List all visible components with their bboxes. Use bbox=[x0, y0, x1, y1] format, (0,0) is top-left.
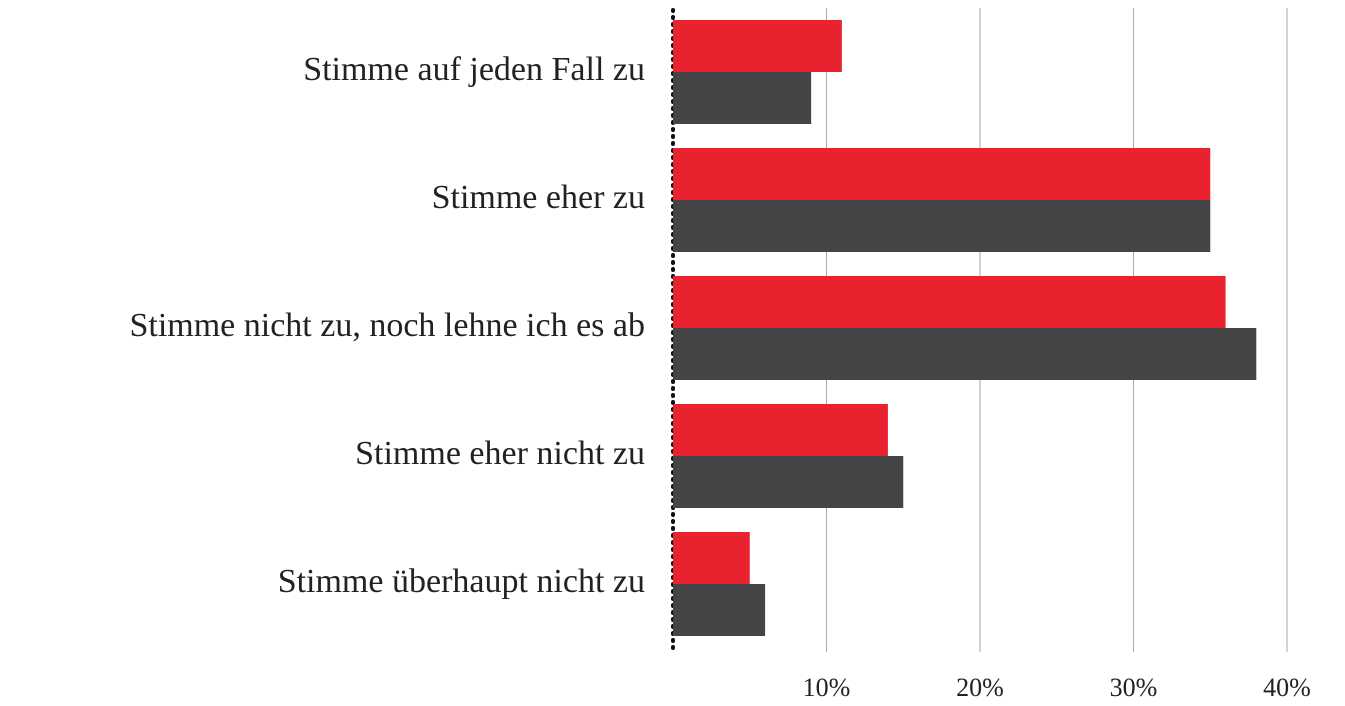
x-tick-label: 10% bbox=[803, 673, 851, 702]
x-tick-label: 40% bbox=[1263, 673, 1311, 702]
bar bbox=[673, 72, 812, 124]
bar bbox=[673, 404, 888, 456]
category-label: Stimme nicht zu, noch lehne ich es ab bbox=[129, 307, 645, 344]
bar bbox=[673, 532, 750, 584]
bar bbox=[673, 456, 904, 508]
x-tick-label: 30% bbox=[1110, 673, 1158, 702]
bar bbox=[673, 584, 766, 636]
bar bbox=[673, 200, 1211, 252]
bar bbox=[673, 20, 842, 72]
bar bbox=[673, 276, 1226, 328]
bar bbox=[673, 148, 1211, 200]
category-label: Stimme eher nicht zu bbox=[355, 435, 645, 472]
category-label: Stimme überhaupt nicht zu bbox=[278, 563, 645, 600]
bar bbox=[673, 328, 1257, 380]
x-tick-label: 20% bbox=[956, 673, 1004, 702]
category-label: Stimme eher zu bbox=[432, 179, 645, 216]
category-label: Stimme auf jeden Fall zu bbox=[303, 51, 645, 88]
